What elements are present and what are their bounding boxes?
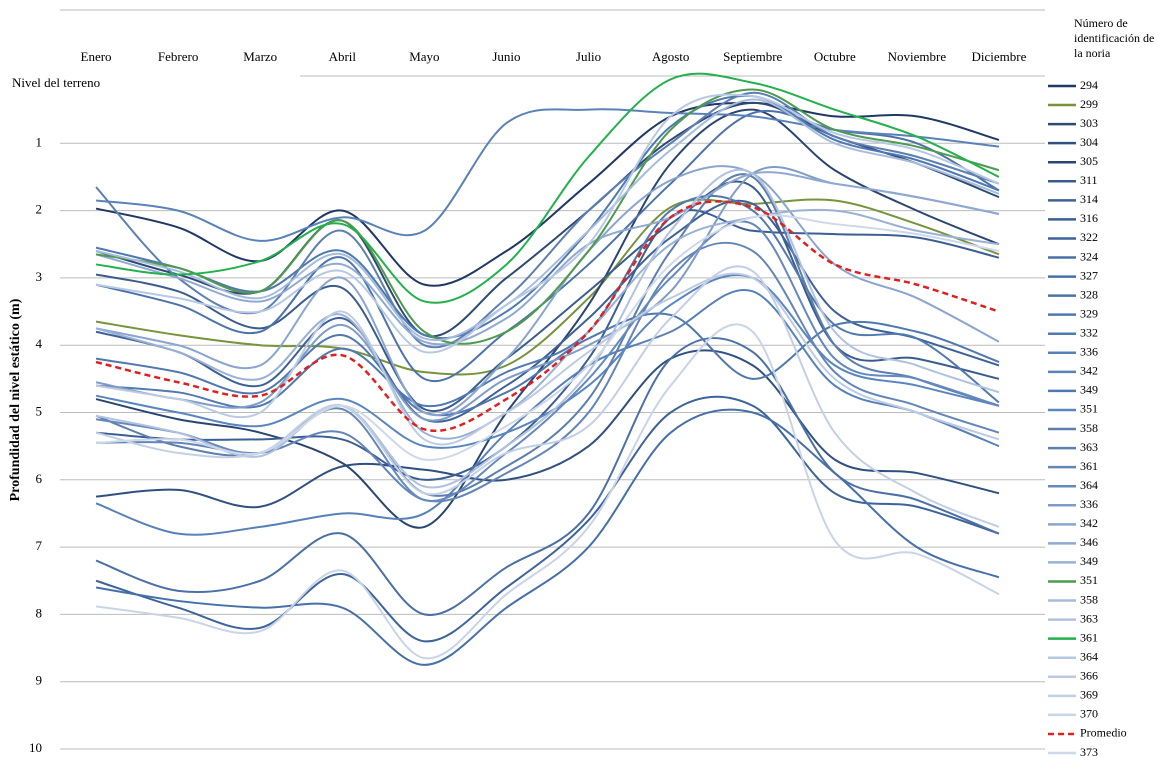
series-line	[95, 272, 1000, 446]
legend-label: 332	[1080, 325, 1098, 339]
series-line	[95, 93, 1000, 354]
x-tick-label: Septiembre	[723, 49, 782, 64]
legend-label: 311	[1080, 173, 1098, 187]
series-line	[95, 395, 1000, 643]
series-line	[95, 312, 1000, 417]
legend-label: Promedio	[1080, 726, 1127, 740]
y-tick-label: 2	[36, 202, 43, 217]
x-tick-label: Abril	[329, 49, 357, 64]
series-line	[95, 72, 1000, 304]
x-tick-label: Agosto	[652, 49, 690, 64]
legend-label: 303	[1080, 116, 1098, 130]
legend-label: 351	[1080, 573, 1098, 587]
series-line	[95, 337, 1000, 616]
series-line	[95, 323, 1000, 660]
x-tick-label: Mayo	[409, 49, 439, 64]
legend-label: 349	[1080, 383, 1098, 397]
legend-label: 316	[1080, 211, 1098, 225]
series-line	[95, 408, 1000, 666]
series-line	[95, 198, 1000, 376]
legend-label: 299	[1080, 97, 1098, 111]
series-line	[95, 199, 1000, 423]
y-tick-label: 1	[36, 134, 43, 149]
series-line	[95, 101, 1000, 287]
legend-label: 370	[1080, 707, 1098, 721]
y-tick-label: 3	[36, 269, 43, 284]
legend-label: 369	[1080, 688, 1098, 702]
series-line	[95, 108, 1000, 242]
series-line	[95, 171, 1000, 346]
x-tick-label: Diciembre	[972, 49, 1027, 64]
x-tick-label: Noviembre	[888, 49, 947, 64]
x-tick-label: Febrero	[158, 49, 198, 64]
legend-label: 358	[1080, 592, 1098, 606]
legend-label: 294	[1080, 78, 1098, 92]
series-line	[95, 165, 1000, 416]
x-tick-label: Julio	[576, 49, 601, 64]
series-line	[95, 108, 1000, 529]
legend-label: 305	[1080, 154, 1098, 168]
series-line	[95, 168, 1000, 489]
legend-label: 358	[1080, 421, 1098, 435]
x-tick-label: Enero	[81, 49, 112, 64]
series-line	[95, 98, 1000, 342]
legend-label: 364	[1080, 649, 1098, 663]
x-tick-label: Octubre	[814, 49, 856, 64]
legend-label: 336	[1080, 497, 1098, 511]
legend-label: 324	[1080, 249, 1098, 263]
y-tick-label: 5	[36, 403, 43, 418]
legend-label: 351	[1080, 402, 1098, 416]
legend-label: 342	[1080, 516, 1098, 530]
y-tick-label: 4	[36, 336, 43, 351]
legend-label: 361	[1080, 459, 1098, 473]
series-line	[95, 208, 1000, 440]
legend-label: 349	[1080, 554, 1098, 568]
legend-label: 366	[1080, 669, 1098, 683]
legend-label: 363	[1080, 611, 1098, 625]
legend-label: 322	[1080, 230, 1098, 244]
legend-label: 361	[1080, 630, 1098, 644]
legend-label: 373	[1080, 745, 1098, 757]
legend-label: 329	[1080, 306, 1098, 320]
legend-label: 363	[1080, 440, 1098, 454]
series-line	[96, 214, 1000, 461]
legend-label: 346	[1080, 535, 1098, 549]
series-line	[95, 194, 1000, 409]
y-tick-label: 10	[29, 740, 42, 755]
legend-label: 342	[1080, 364, 1098, 378]
legend-label: 336	[1080, 345, 1098, 359]
series-line	[95, 209, 1000, 481]
y-tick-label: 7	[36, 538, 43, 553]
y-tick-label: 8	[36, 605, 43, 620]
y-tick-label: 6	[36, 471, 43, 486]
legend-label: 314	[1080, 192, 1098, 206]
legend-title: Número de identificación de la noria	[1074, 16, 1155, 60]
series-line	[95, 349, 1000, 509]
series-line	[95, 88, 1000, 345]
y-tick-label: Nivel del terreno	[12, 75, 100, 90]
legend-label: 328	[1080, 287, 1098, 301]
x-tick-label: Marzo	[243, 49, 277, 64]
legend-label: 364	[1080, 478, 1098, 492]
series-line	[95, 289, 1000, 536]
y-tick-label: 9	[36, 673, 43, 688]
x-tick-label: Junio	[492, 49, 520, 64]
legend-label: 327	[1080, 268, 1098, 282]
legend-label: 304	[1080, 135, 1098, 149]
y-axis-label: Profundidad del nivel estático (m)	[8, 298, 23, 501]
